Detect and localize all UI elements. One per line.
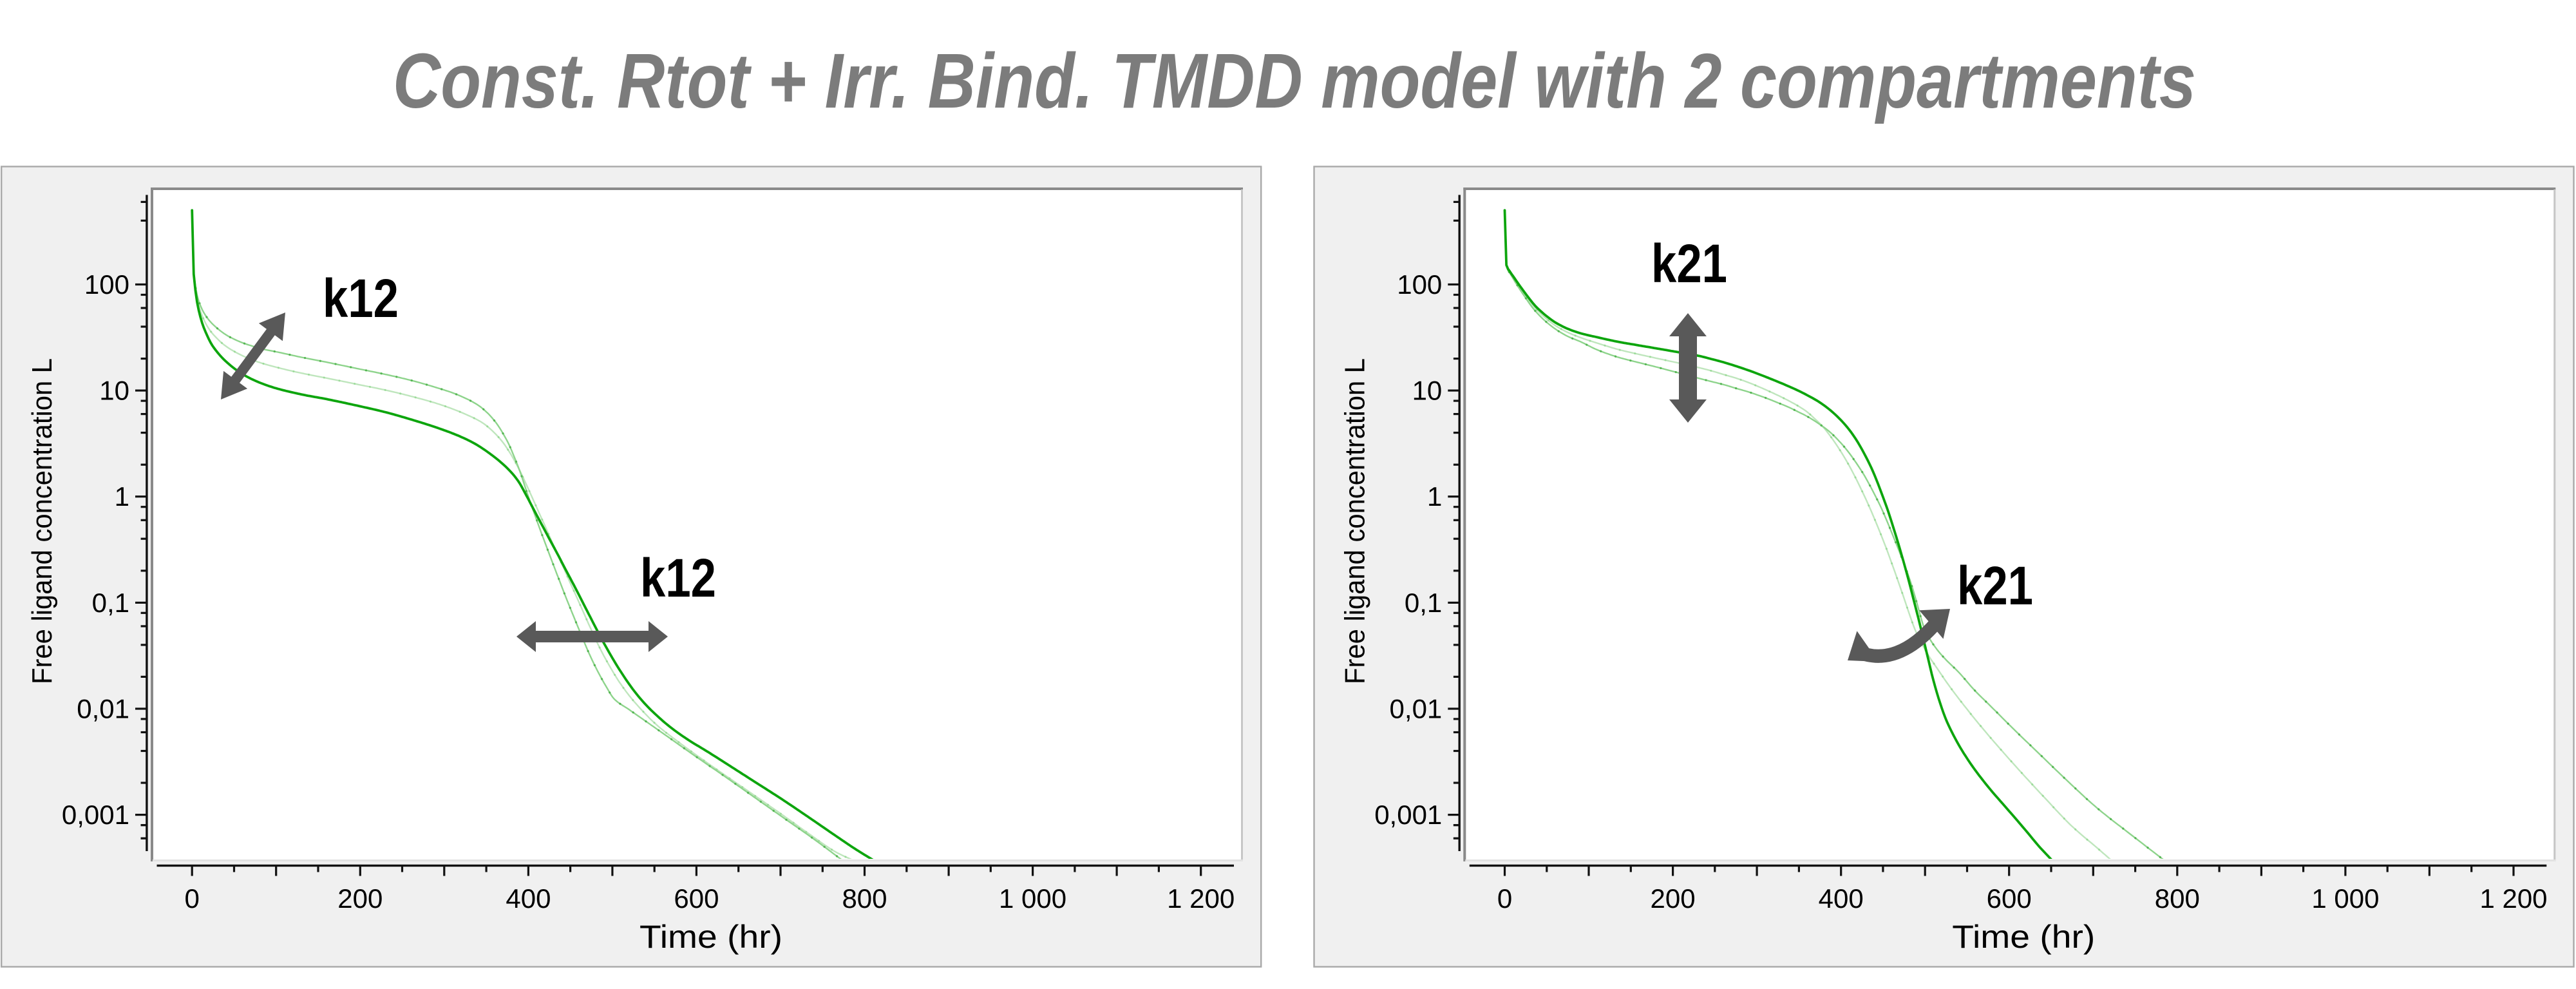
svg-text:800: 800 — [842, 883, 887, 914]
svg-text:0,001: 0,001 — [1374, 800, 1442, 830]
svg-text:400: 400 — [506, 883, 551, 914]
svg-text:0: 0 — [185, 883, 200, 914]
svg-text:1 000: 1 000 — [2311, 883, 2379, 914]
svg-text:100: 100 — [84, 269, 129, 300]
svg-text:0,01: 0,01 — [77, 694, 129, 724]
svg-text:k12: k12 — [323, 268, 399, 329]
svg-text:200: 200 — [337, 883, 383, 914]
svg-text:0,001: 0,001 — [62, 800, 129, 830]
svg-text:600: 600 — [1987, 883, 2032, 914]
svg-text:0: 0 — [1497, 883, 1512, 914]
svg-text:0,01: 0,01 — [1390, 694, 1443, 724]
svg-text:1: 1 — [1427, 481, 1442, 512]
svg-text:Time (hr): Time (hr) — [1952, 919, 2095, 955]
svg-text:100: 100 — [1397, 269, 1442, 300]
svg-text:1 200: 1 200 — [1167, 883, 1235, 914]
svg-text:10: 10 — [1412, 376, 1443, 406]
svg-text:Time (hr): Time (hr) — [639, 919, 782, 955]
svg-text:k21: k21 — [1651, 233, 1727, 294]
svg-text:Free ligand concentration L: Free ligand concentration L — [26, 358, 58, 684]
svg-text:0,1: 0,1 — [92, 588, 129, 618]
svg-text:1: 1 — [115, 481, 129, 512]
svg-text:Free ligand concentration L: Free ligand concentration L — [1339, 358, 1370, 684]
svg-text:200: 200 — [1651, 883, 1696, 914]
svg-text:1 000: 1 000 — [999, 883, 1066, 914]
svg-text:Const. Rtot + Irr. Bind. TMDD: Const. Rtot + Irr. Bind. TMDD model with… — [393, 37, 2196, 124]
svg-text:k12: k12 — [640, 548, 716, 608]
svg-text:1 200: 1 200 — [2479, 883, 2547, 914]
svg-text:k21: k21 — [1957, 555, 2033, 616]
svg-text:10: 10 — [99, 376, 129, 406]
svg-text:800: 800 — [2155, 883, 2200, 914]
svg-text:600: 600 — [674, 883, 719, 914]
svg-text:0,1: 0,1 — [1405, 588, 1442, 618]
svg-text:400: 400 — [1819, 883, 1864, 914]
